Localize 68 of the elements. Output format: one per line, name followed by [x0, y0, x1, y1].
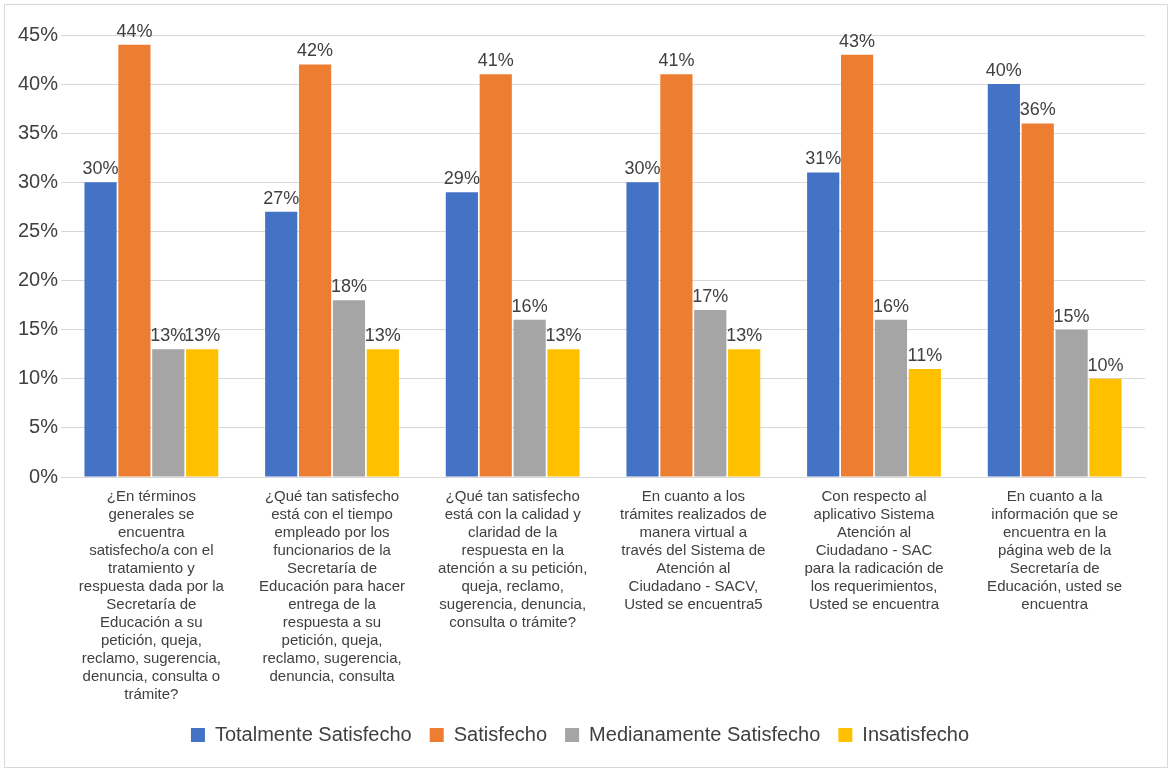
bar	[332, 300, 366, 477]
bar	[152, 349, 185, 477]
bar	[366, 349, 399, 477]
y-tick-label: 45%	[18, 22, 59, 45]
bar	[479, 74, 512, 477]
bar	[265, 211, 298, 477]
y-tick-label: 10%	[18, 366, 59, 389]
data-label: 13%	[184, 325, 221, 346]
bar	[547, 349, 580, 477]
data-label: 10%	[1087, 354, 1124, 375]
data-label: 30%	[624, 158, 661, 179]
x-tick-label: ¿Qué tan satisfecho está con la calidad y claridad de la respuesta en la atención a su petición, queja, reclamo, sugerencia, denuncia, consulta o trámite?	[438, 487, 588, 631]
data-label: 42%	[297, 40, 334, 61]
data-label: 41%	[658, 50, 695, 71]
bar	[513, 319, 546, 477]
bar	[186, 349, 219, 477]
data-label: 13%	[726, 325, 763, 346]
data-label: 13%	[364, 325, 401, 346]
data-label: 27%	[263, 187, 300, 208]
y-tick-label: 25%	[18, 218, 59, 241]
y-tick-label: 30%	[18, 169, 59, 192]
data-label: 41%	[477, 50, 514, 71]
data-label: 18%	[330, 276, 367, 297]
data-label: 15%	[1053, 305, 1090, 326]
legend-label: Satisfecho	[453, 722, 548, 745]
data-label: 11%	[907, 344, 943, 365]
category-label: ¿Qué tan satisfecho está con el tiempo empleado por los funcionarios de la Secretaría de Educación para hacer entrega de la respuesta a su petición, queja, reclamo, sugerencia, denuncia, consulta	[259, 487, 405, 685]
x-tick-label: En cuanto a los trámites realizados de manera virtual a través del Sistema de Atención al Ciudadano - SACV, Usted se encuentra5	[619, 487, 767, 613]
data-label: 16%	[872, 295, 909, 316]
x-tick-label: En cuanto a la información que se encuentra en la página web de la Secretaría de Educación, usted se encuentra	[987, 487, 1123, 613]
bar	[660, 74, 693, 477]
bar	[1021, 123, 1054, 477]
data-label: 13%	[150, 325, 187, 346]
legend-label: Totalmente Satisfecho	[214, 722, 412, 745]
bar	[118, 44, 151, 477]
bar	[445, 192, 478, 477]
bar	[807, 172, 840, 477]
data-label: 17%	[692, 285, 729, 306]
legend-label: Insatisfecho	[862, 722, 970, 745]
data-label: 29%	[443, 168, 480, 189]
data-label: 40%	[985, 60, 1022, 81]
bar	[84, 182, 117, 477]
data-label: 16%	[511, 295, 548, 316]
data-label: 43%	[839, 30, 876, 51]
y-tick-label: 15%	[18, 317, 59, 340]
y-tick-label: 40%	[18, 71, 59, 94]
bar	[626, 182, 659, 477]
y-tick-label: 5%	[29, 415, 59, 438]
bar	[299, 64, 332, 477]
bar	[874, 319, 908, 477]
bar	[728, 349, 761, 477]
bar	[1089, 378, 1122, 477]
x-tick-label: Con respecto al aplicativo Sistema Atención al Ciudadano - SAC para la radicación de los requerimientos, Usted se encuentra	[804, 487, 944, 613]
legend-label: Medianamente Satisfecho	[589, 722, 821, 745]
y-tick-label: 35%	[18, 120, 59, 143]
bar	[1055, 329, 1088, 477]
bar	[987, 84, 1020, 477]
y-tick-label: 0%	[29, 464, 59, 487]
data-label: 30%	[82, 158, 119, 179]
data-label: 13%	[545, 325, 582, 346]
data-label: 36%	[1019, 99, 1056, 120]
bar	[694, 310, 727, 477]
bar	[840, 54, 874, 477]
data-label: 44%	[116, 20, 153, 41]
y-tick-label: 20%	[18, 268, 59, 291]
category-label: ¿En términos generales se encuentra satisfecho/a con el tratamiento y respuesta dada por la Secretaría de Educación a su petición, queja, reclamo, sugerencia, denuncia, consulta o trámite?	[78, 487, 224, 703]
bar	[908, 368, 941, 477]
data-label: 31%	[805, 148, 842, 169]
